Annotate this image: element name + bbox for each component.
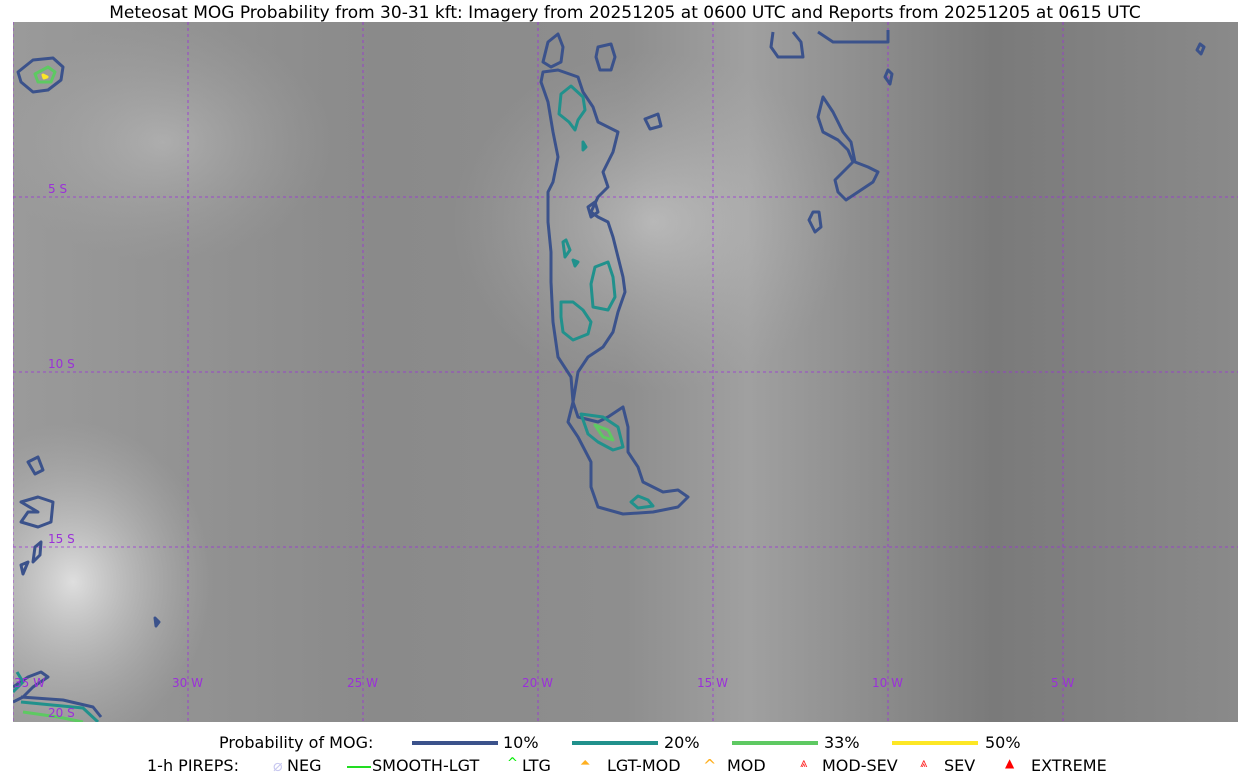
pirep-label: LTG [522, 756, 551, 775]
lon-label: 35 W [14, 676, 45, 690]
mog-contours [13, 30, 1206, 722]
sev-icon: ⩓ [920, 756, 928, 771]
lat-label: 20 S [48, 706, 75, 720]
pirep-legend: 1-h PIREPS: ⌀ NEG SMOOTH-LGT ^ LTG ⏶ LGT… [0, 756, 1250, 776]
lat-label: 5 S [48, 182, 68, 196]
legend-label: 50% [985, 733, 1021, 752]
legend-label: 33% [824, 733, 860, 752]
legend-swatch-33 [732, 741, 818, 745]
smooth-lgt-icon [347, 766, 371, 768]
lon-label: 20 W [522, 676, 553, 690]
contour-20 [13, 84, 655, 722]
pirep-label: NEG [287, 756, 322, 775]
cloud-area [13, 422, 213, 722]
contour-10 [541, 32, 663, 219]
map-svg [13, 22, 1238, 722]
contour-10 [539, 68, 690, 516]
lat-label: 10 S [48, 357, 75, 371]
pirep-legend-label: 1-h PIREPS: [147, 756, 239, 775]
contour-33 [22, 65, 615, 722]
neg-icon: ⌀ [273, 756, 283, 775]
chart-title: Meteosat MOG Probability from 30-31 kft:… [109, 3, 1141, 23]
lon-label: 15 W [697, 676, 728, 690]
pirep-label: SEV [944, 756, 976, 775]
cloud-area [13, 22, 333, 262]
contour-10 [769, 30, 1206, 234]
legend-swatch-20 [572, 741, 658, 745]
pirep-label: MOD [727, 756, 766, 775]
mog-legend-label: Probability of MOG: [219, 733, 374, 752]
mog-legend: Probability of MOG: 10% 20% 33% 50% [0, 733, 1250, 753]
lat-label: 15 S [48, 532, 75, 546]
map-labels: 35 W 30 W 25 W 20 W 15 W 10 W 5 W 5 S 10… [13, 22, 1238, 722]
ltg-icon: ^ [507, 756, 518, 771]
satellite-map: 35 W 30 W 25 W 20 W 15 W 10 W 5 W 5 S 10… [13, 22, 1238, 722]
legend-swatch-10 [412, 741, 498, 745]
legend-label: 10% [503, 733, 539, 752]
mod-icon: ^ [703, 756, 717, 775]
pirep-label: EXTREME [1031, 756, 1107, 775]
graticule [13, 22, 1238, 722]
mod-sev-icon: ⩓ [800, 756, 808, 771]
contour-50 [41, 73, 49, 80]
lon-label: 30 W [172, 676, 203, 690]
lon-label: 10 W [872, 676, 903, 690]
extreme-icon: ▲ [1005, 756, 1015, 770]
pirep-label: SMOOTH-LGT [372, 756, 480, 775]
contour-10 [13, 56, 161, 718]
lgt-mod-icon: ⏶ [580, 756, 591, 771]
legend-swatch-50 [892, 741, 978, 745]
lon-label: 5 W [1051, 676, 1075, 690]
lon-label: 25 W [347, 676, 378, 690]
pirep-label: MOD-SEV [822, 756, 898, 775]
legend-label: 20% [664, 733, 700, 752]
pirep-label: LGT-MOD [607, 756, 681, 775]
